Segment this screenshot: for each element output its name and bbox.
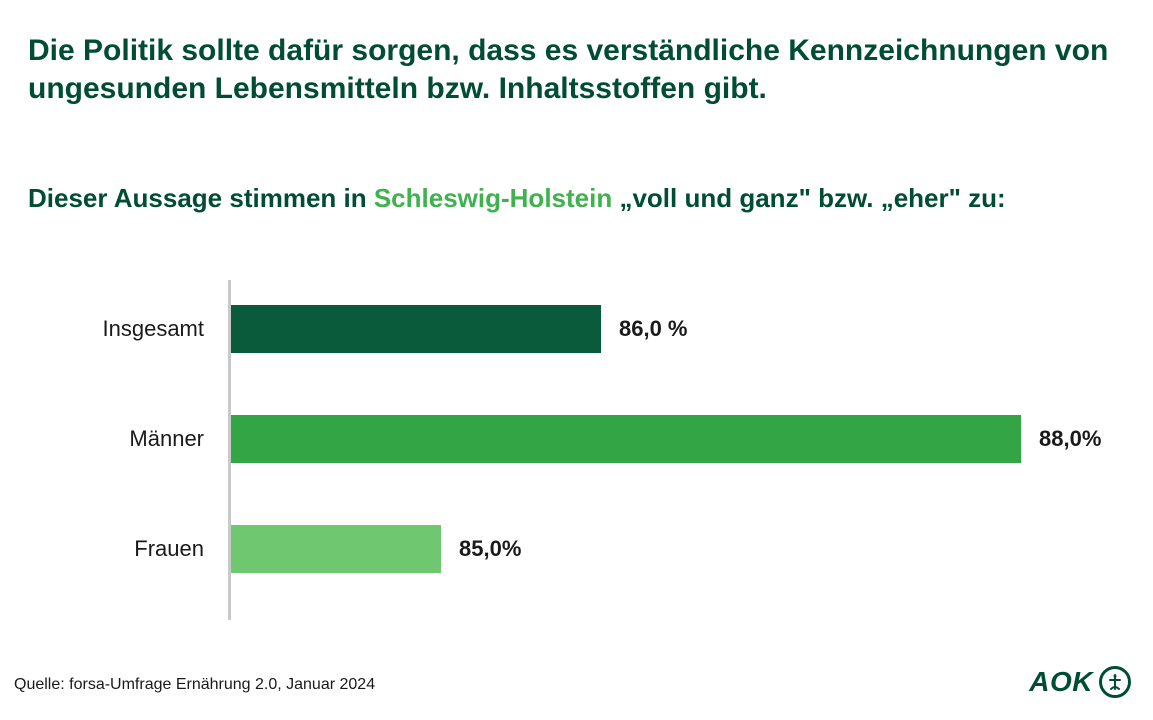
subtitle-highlight: Schleswig-Holstein <box>374 183 612 213</box>
bar <box>231 525 441 573</box>
brand-logo: AOK <box>1029 666 1131 698</box>
bar <box>231 415 1021 463</box>
subtitle-post: „voll und ganz" bzw. „eher" zu: <box>612 183 1005 213</box>
bar <box>231 305 601 353</box>
chart-subtitle: Dieser Aussage stimmen in Schleswig-Hols… <box>28 182 1153 216</box>
row-value: 86,0 % <box>619 316 688 342</box>
row-value: 88,0% <box>1039 426 1101 452</box>
source-text: Quelle: forsa-Umfrage Ernährung 2.0, Jan… <box>14 676 375 694</box>
chart-title: Die Politik sollte dafür sorgen, dass es… <box>28 32 1153 109</box>
bar-chart: Insgesamt 86,0 % Männer 88,0% Frauen 85,0% <box>28 280 1108 620</box>
chart-row: Frauen 85,0% <box>28 518 521 580</box>
row-label: Männer <box>28 426 218 452</box>
row-value: 85,0% <box>459 536 521 562</box>
subtitle-pre: Dieser Aussage stimmen in <box>28 183 374 213</box>
row-label: Insgesamt <box>28 316 218 342</box>
logo-text: AOK <box>1029 666 1093 698</box>
title-text: Die Politik sollte dafür sorgen, dass es… <box>28 34 1108 105</box>
chart-row: Männer 88,0% <box>28 408 1101 470</box>
logo-badge-icon <box>1099 666 1131 698</box>
chart-row: Insgesamt 86,0 % <box>28 298 688 360</box>
row-label: Frauen <box>28 536 218 562</box>
